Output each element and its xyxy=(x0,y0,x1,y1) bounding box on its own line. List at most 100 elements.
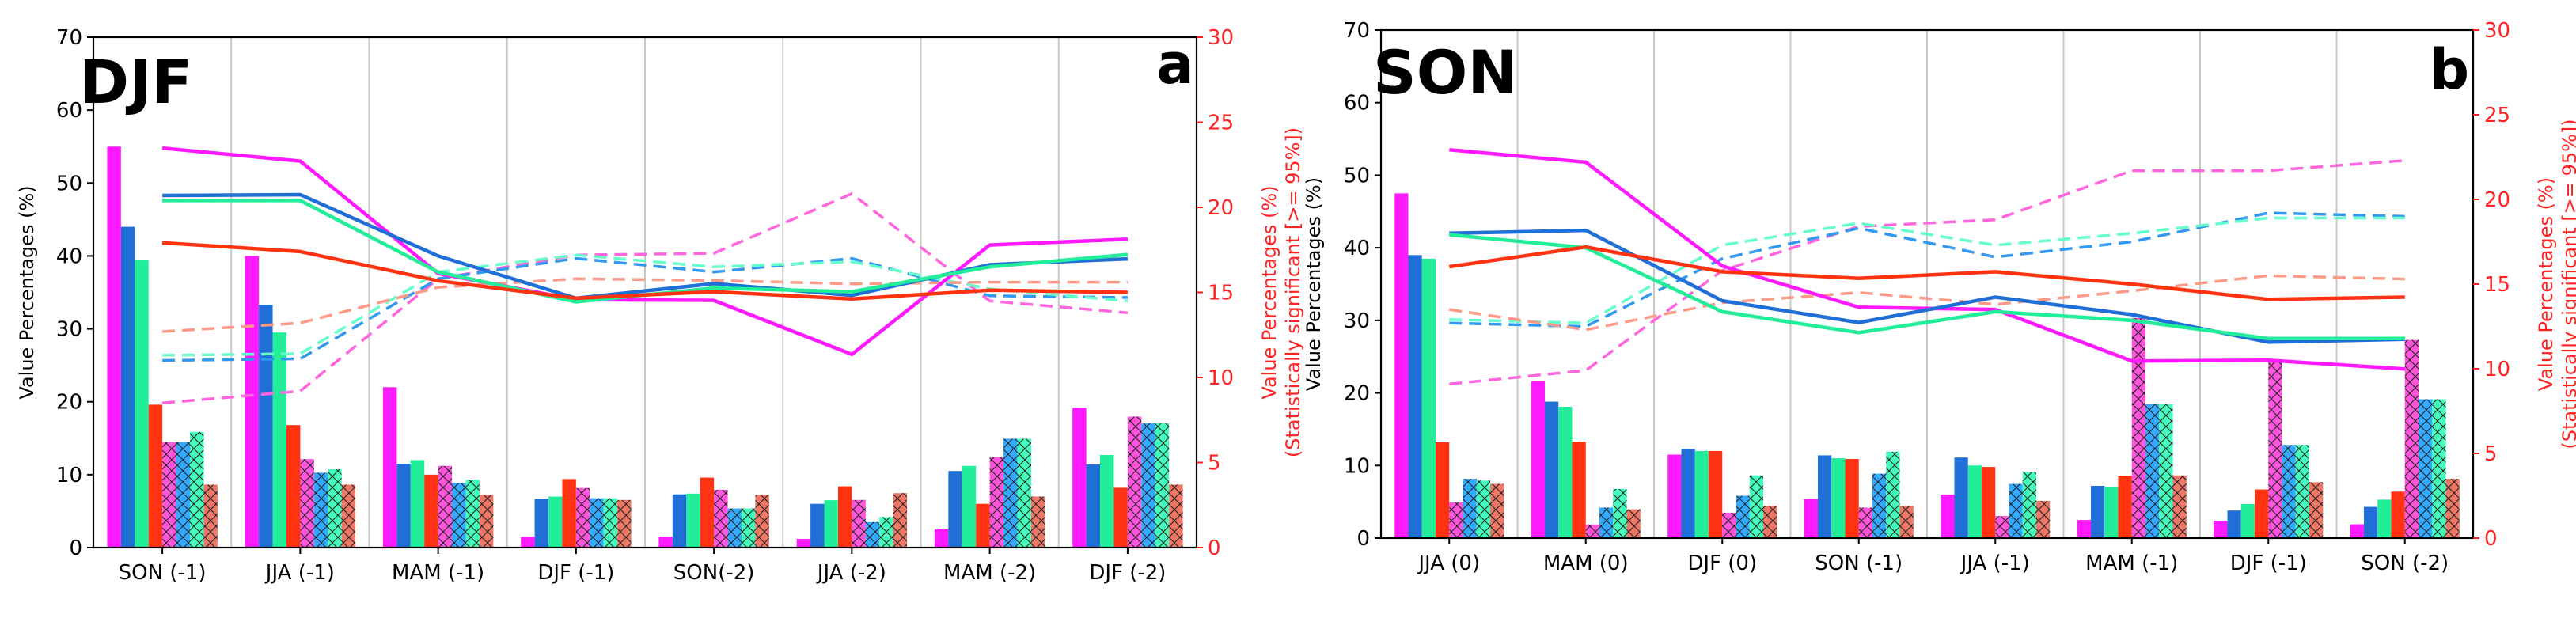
bar-magenta-6 xyxy=(934,529,949,548)
hatched-bar-red-3 xyxy=(617,499,632,548)
hatched-bar-green-4 xyxy=(2022,472,2036,538)
y2-tick-label: 25 xyxy=(2484,104,2510,127)
y2-tick-label: 5 xyxy=(2484,442,2498,466)
bar-magenta-3 xyxy=(521,537,535,548)
hatched-bar-red-6 xyxy=(1030,496,1045,548)
hatched-bar-red-7 xyxy=(2445,479,2460,538)
hatched-bar-magenta-3 xyxy=(1858,507,1872,538)
y2-tick-label: 20 xyxy=(1208,196,1234,220)
hatched-bar-blue-0 xyxy=(1463,479,1477,538)
bar-red-6 xyxy=(976,503,990,548)
bar-red-4 xyxy=(1982,467,1996,538)
bar-magenta-6 xyxy=(2214,520,2228,538)
hatched-bar-blue-2 xyxy=(1736,495,1750,538)
x-tick-label: MAM (0) xyxy=(1543,552,1629,575)
bar-magenta-5 xyxy=(2077,520,2091,538)
solid-line-magenta xyxy=(161,146,1128,357)
bar-green-3 xyxy=(1831,458,1846,538)
hatched-bar-red-0 xyxy=(1490,483,1504,538)
y2-tick-label: 0 xyxy=(1208,537,1221,560)
y-tick-label: 0 xyxy=(1356,527,1370,551)
x-tick-label: SON (-1) xyxy=(1815,552,1903,575)
hatched-bar-red-3 xyxy=(1899,506,1914,538)
bar-magenta-4 xyxy=(1941,494,1955,538)
bar-red-2 xyxy=(424,474,438,548)
bar-blue-7 xyxy=(1086,464,1101,548)
x-tick-label: DJF (-2) xyxy=(1089,561,1166,585)
hatched-bar-green-0 xyxy=(189,431,204,548)
dashed-line-green xyxy=(1449,216,2405,324)
bar-blue-3 xyxy=(534,499,549,548)
hatched-bar-green-7 xyxy=(2432,399,2446,538)
x-tick-label: SON (-1) xyxy=(119,561,207,585)
bar-blue-7 xyxy=(2364,506,2378,538)
hatched-bar-blue-1 xyxy=(1599,507,1614,538)
y-tick-label: 40 xyxy=(1344,237,1370,260)
bar-magenta-3 xyxy=(1804,499,1818,538)
hatched-bar-green-7 xyxy=(1155,423,1170,548)
hatched-bar-blue-6 xyxy=(1003,438,1018,548)
hatched-bar-red-7 xyxy=(1169,484,1183,548)
bar-magenta-0 xyxy=(1394,193,1409,538)
hatched-bar-magenta-1 xyxy=(1585,524,1599,538)
bar-magenta-7 xyxy=(2350,524,2364,538)
bar-green-4 xyxy=(1967,465,1982,538)
bar-green-5 xyxy=(824,500,838,548)
y2-tick-label: 0 xyxy=(2484,527,2498,551)
hatched-bar-green-5 xyxy=(879,517,893,548)
bar-green-0 xyxy=(1421,258,1436,538)
hatched-bar-blue-2 xyxy=(452,483,466,548)
y-tick-label: 30 xyxy=(56,318,82,342)
hatched-bar-blue-3 xyxy=(590,498,604,548)
bar-blue-4 xyxy=(1954,457,1968,538)
bar-green-5 xyxy=(2104,487,2119,538)
bar-red-1 xyxy=(1572,442,1586,538)
hatched-bar-blue-7 xyxy=(1141,423,1155,548)
hatched-bar-magenta-3 xyxy=(575,487,590,548)
dashed-line-magenta xyxy=(1449,159,2405,386)
bar-green-6 xyxy=(2240,503,2255,538)
x-tick-label: MAM (-2) xyxy=(943,561,1036,585)
bar-green-1 xyxy=(1558,406,1573,538)
hatched-bar-blue-0 xyxy=(176,442,190,548)
bar-blue-1 xyxy=(1545,401,1559,538)
hatched-bar-green-6 xyxy=(1017,438,1031,548)
y-tick-label: 0 xyxy=(69,537,82,560)
y2-tick-label: 30 xyxy=(2484,19,2510,43)
hatched-bar-magenta-2 xyxy=(438,465,453,548)
solid-line-red xyxy=(1448,245,2405,301)
hatched-bar-red-1 xyxy=(1626,509,1641,538)
hatched-bar-magenta-2 xyxy=(1722,512,1736,538)
hatched-bar-red-2 xyxy=(479,495,494,548)
panel-letter: a xyxy=(1156,32,1193,97)
y-tick-label: 20 xyxy=(1344,382,1370,406)
x-tick-label: JJA (-1) xyxy=(1960,552,2030,575)
hatched-bar-blue-5 xyxy=(865,521,880,548)
dashed-line-blue xyxy=(162,256,1128,362)
y-tick-label: 20 xyxy=(56,391,82,415)
season-title: SON xyxy=(1373,37,1518,108)
hatched-bar-red-6 xyxy=(2309,482,2324,538)
bar-red-5 xyxy=(837,486,852,548)
hatched-bar-blue-5 xyxy=(2145,404,2160,538)
y2-tick-label: 10 xyxy=(2484,358,2510,381)
y-tick-label: 60 xyxy=(1344,92,1370,116)
y-tick-label: 50 xyxy=(56,172,82,195)
bar-blue-1 xyxy=(259,305,273,548)
hatched-bar-magenta-5 xyxy=(2131,317,2145,538)
hatched-bar-magenta-7 xyxy=(1127,416,1142,548)
bar-red-5 xyxy=(2118,476,2132,538)
hatched-bar-red-4 xyxy=(2036,500,2051,538)
bar-green-7 xyxy=(2377,499,2392,538)
dashed-line-magenta xyxy=(161,191,1129,405)
solid-line-red xyxy=(161,241,1128,301)
hatched-bar-blue-1 xyxy=(313,472,328,548)
bar-red-6 xyxy=(2255,489,2269,538)
hatched-bar-blue-6 xyxy=(2282,445,2296,538)
hatched-bar-green-2 xyxy=(465,480,480,548)
hatched-bar-green-5 xyxy=(2159,404,2173,538)
bar-green-4 xyxy=(686,493,700,548)
x-tick-label: SON(-2) xyxy=(673,561,755,585)
y2-tick-label: 20 xyxy=(2484,188,2510,212)
